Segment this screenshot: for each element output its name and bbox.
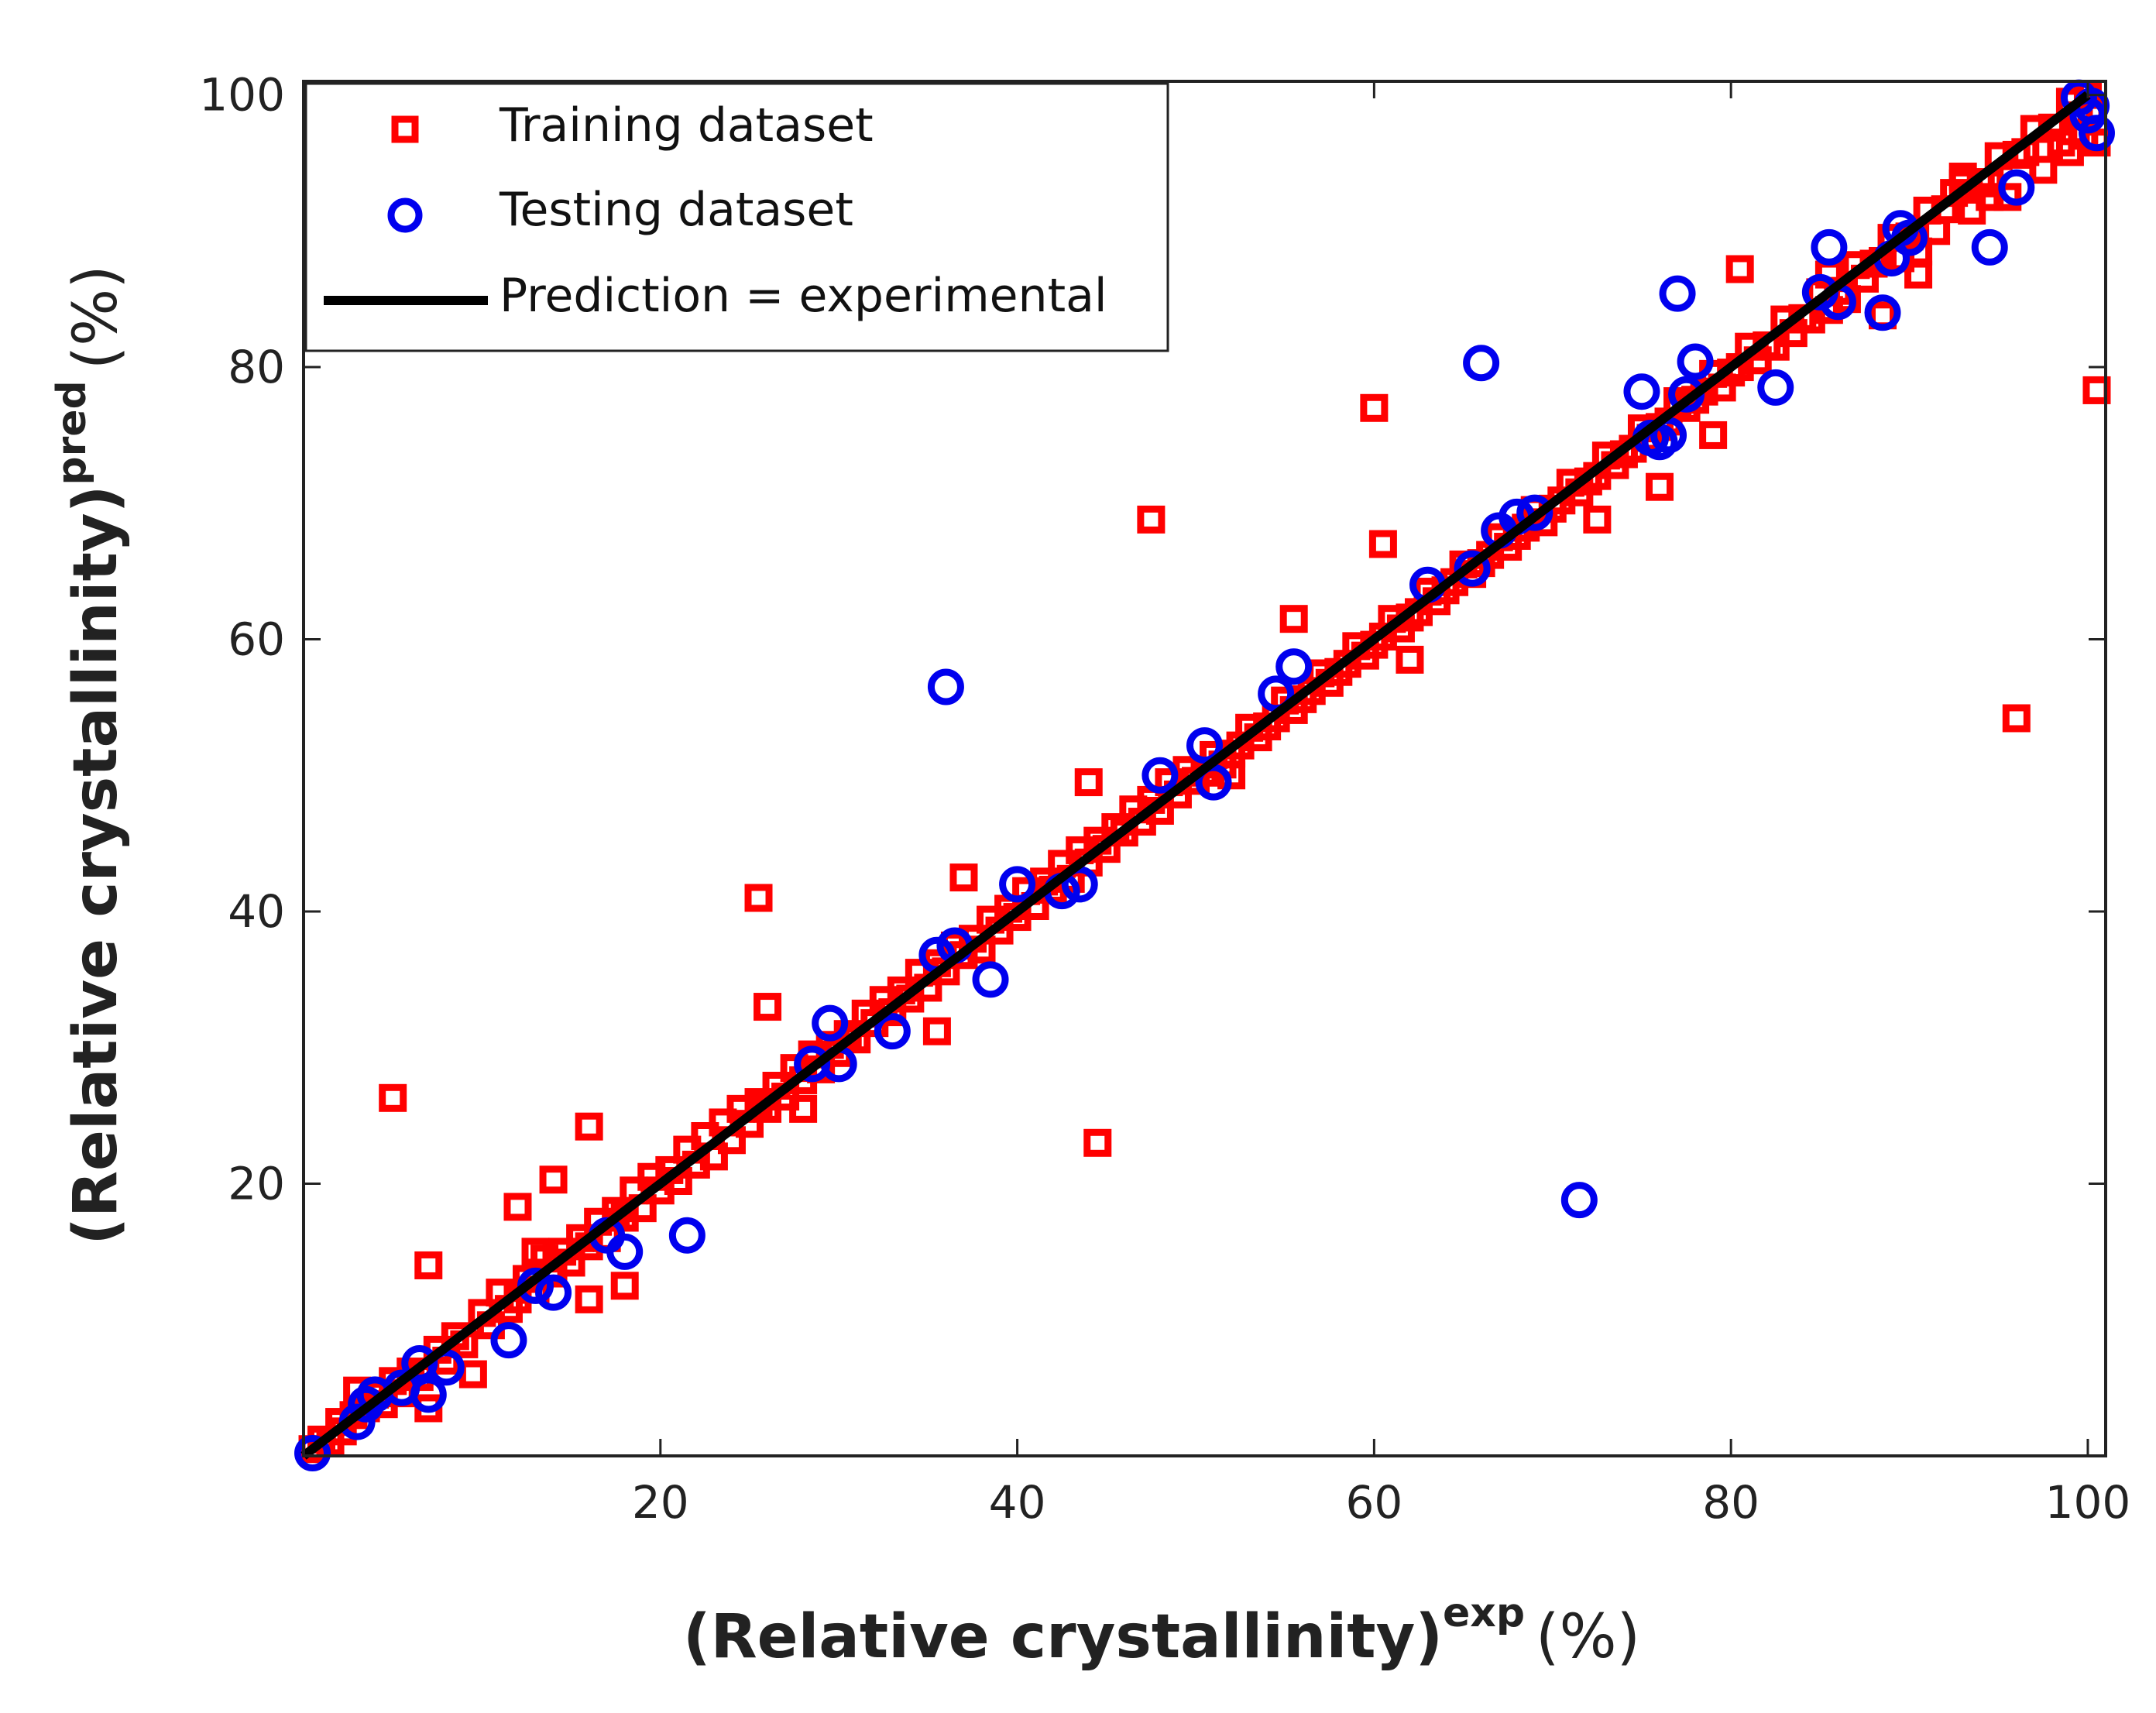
training-point <box>575 1112 603 1141</box>
y-tick-label: 20 <box>228 1158 285 1210</box>
testing-point <box>927 668 964 705</box>
testing-point <box>1463 345 1500 382</box>
testing-point <box>1516 494 1553 531</box>
legend: Training dataset Testing dataset Predict… <box>304 82 1169 352</box>
training-point <box>1396 645 1424 674</box>
training-point <box>744 884 773 912</box>
legend-testing-label: Testing dataset <box>499 183 853 237</box>
training-point <box>922 1017 951 1045</box>
x-tick-label: 20 <box>632 1476 689 1529</box>
testing-point <box>1275 648 1313 685</box>
testing-point <box>1971 228 2008 266</box>
testing-point <box>1677 343 1714 380</box>
y-axis-title: (Relative crystallinity)pred (%) <box>49 265 131 1244</box>
training-point <box>1976 183 2004 211</box>
testing-point <box>1454 550 1491 587</box>
training-point <box>539 1165 568 1194</box>
y-tick-label: 60 <box>228 613 285 666</box>
training-point <box>949 863 978 892</box>
training-point <box>789 1094 818 1123</box>
training-point <box>1646 472 1674 501</box>
training-point <box>1368 530 1397 558</box>
testing-point <box>1864 294 1901 331</box>
identity-line <box>300 91 2091 1460</box>
legend-testing-marker <box>387 197 423 233</box>
training-point <box>503 1193 532 1221</box>
training-point <box>1083 1128 1112 1157</box>
testing-point <box>1186 727 1223 764</box>
testing-point <box>972 961 1009 998</box>
training-point <box>2029 156 2058 184</box>
x-axis-title-superscript: exp <box>1443 1590 1525 1636</box>
training-point <box>1583 505 1612 534</box>
training-point <box>521 1238 550 1266</box>
legend-training-label: Training dataset <box>499 98 874 153</box>
x-axis-title: (Relative crystallinity)exp (%) <box>683 1590 1640 1672</box>
x-axis-title-unit: (%) <box>1536 1602 1640 1672</box>
testing-point <box>348 1385 385 1423</box>
y-axis-title-unit: (%) <box>61 265 131 369</box>
training-point <box>1725 255 1754 283</box>
training-point <box>1904 260 1933 289</box>
training-point <box>379 1083 407 1112</box>
x-axis-title-main: (Relative crystallinity) <box>683 1602 1443 1672</box>
testing-point <box>1998 169 2035 206</box>
training-point <box>2002 704 2031 733</box>
testing-point <box>1560 1182 1598 1219</box>
x-tick-label: 60 <box>1345 1476 1402 1529</box>
testing-point <box>535 1274 572 1311</box>
x-tick-label: 100 <box>2045 1476 2131 1529</box>
training-point <box>1137 505 1166 534</box>
testing-point <box>874 1013 911 1050</box>
training-point <box>1279 605 1308 633</box>
testing-point <box>999 866 1036 903</box>
testing-point <box>1811 228 1848 266</box>
legend-identity-label: Prediction = experimental <box>500 269 1107 323</box>
y-axis-title-main: (Relative crystallinity) <box>61 486 131 1245</box>
training-point <box>414 1251 443 1279</box>
training-point <box>1074 768 1103 797</box>
identity-line-layer <box>300 91 2091 1460</box>
plot-area-border <box>302 80 2107 1457</box>
training-point <box>2047 129 2075 157</box>
testing-point <box>1659 275 1696 312</box>
testing-point <box>490 1322 527 1359</box>
y-axis-title-superscript: pred <box>49 380 95 485</box>
legend-box <box>304 82 1169 352</box>
training-point <box>610 1272 639 1300</box>
testing-point <box>606 1233 644 1270</box>
legend-training-marker <box>391 115 419 143</box>
testing-point <box>410 1376 447 1413</box>
y-tick-label: 80 <box>228 341 285 393</box>
testing-point <box>1757 369 1794 406</box>
training-point <box>1217 761 1246 790</box>
training-point <box>1360 393 1389 422</box>
testing-point <box>1623 373 1660 410</box>
testing-point <box>294 1434 331 1471</box>
testing-point <box>668 1217 706 1254</box>
x-tick-label: 40 <box>989 1476 1046 1529</box>
training-point <box>1699 421 1728 449</box>
x-tick-label: 80 <box>1702 1476 1759 1529</box>
testing-point <box>812 1004 849 1042</box>
testing-point <box>1142 757 1179 794</box>
training-point <box>754 993 782 1021</box>
training-point <box>575 1285 603 1313</box>
y-tick-label: 40 <box>228 885 285 938</box>
y-tick-label: 100 <box>199 69 285 122</box>
